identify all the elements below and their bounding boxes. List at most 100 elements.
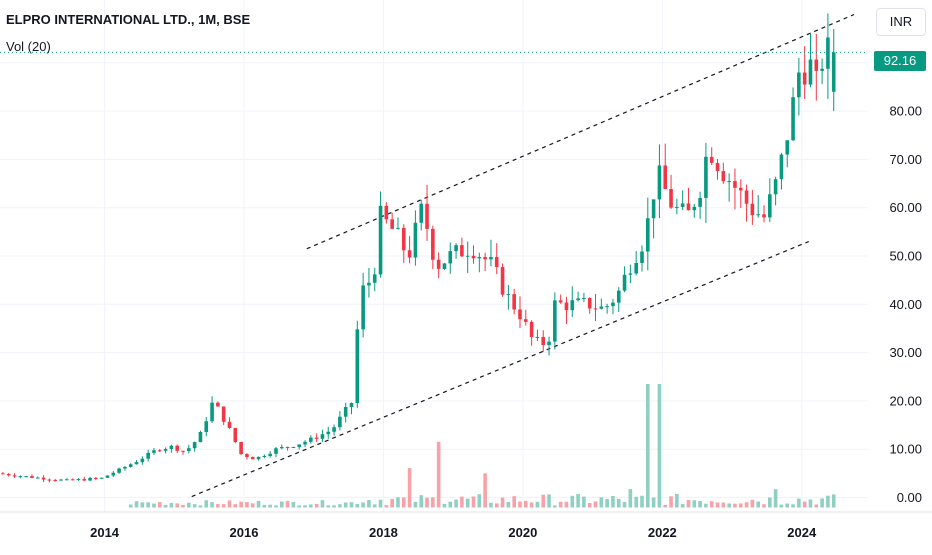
- candle: [239, 441, 243, 456]
- volume-bar: [192, 504, 197, 508]
- candle-body: [175, 445, 180, 451]
- candle: [303, 440, 307, 447]
- volume-bar: [727, 503, 731, 508]
- candle: [256, 456, 261, 461]
- candle: [570, 286, 575, 317]
- candle-body: [814, 59, 819, 71]
- volume-indicator-label[interactable]: Vol (20): [6, 39, 51, 54]
- volume-bar: [715, 502, 720, 508]
- candle-body: [460, 245, 464, 257]
- volume-bar: [349, 502, 354, 508]
- x-tick-label: 2018: [369, 525, 398, 540]
- y-tick-label: 0.00: [897, 490, 922, 505]
- candle: [111, 471, 116, 478]
- volume-bar: [204, 500, 209, 508]
- candle-body: [634, 262, 638, 274]
- candle: [216, 401, 220, 407]
- candle: [245, 453, 249, 460]
- candle: [70, 478, 75, 481]
- candle: [407, 236, 412, 264]
- candle-body: [70, 479, 75, 481]
- candle-body: [163, 448, 168, 451]
- candle-body: [47, 479, 52, 481]
- price-axis[interactable]: 0.00 10.00 20.00 30.00 40.00 50.00 60.00 70.00 8…: [889, 55, 922, 505]
- volume-bar: [605, 498, 609, 508]
- volume-bar: [582, 496, 586, 508]
- candle-body: [512, 294, 516, 310]
- currency-selector[interactable]: INR: [876, 8, 926, 36]
- candle-body: [320, 434, 325, 439]
- candle-body: [192, 442, 197, 449]
- candle: [6, 472, 11, 477]
- candle-body: [82, 479, 87, 481]
- y-tick-label: 40.00: [889, 297, 922, 312]
- volume-bar: [651, 497, 656, 508]
- candle: [59, 478, 63, 481]
- candle: [105, 475, 110, 478]
- volume-bar: [523, 500, 528, 508]
- candle-body: [826, 37, 830, 69]
- x-tick-label: 2024: [787, 525, 817, 540]
- candle: [361, 272, 365, 338]
- candle: [582, 292, 586, 303]
- candle: [535, 329, 540, 341]
- candle: [279, 444, 284, 450]
- candle: [500, 263, 505, 297]
- candle: [634, 251, 638, 276]
- candle: [762, 205, 766, 223]
- volume-bar: [820, 498, 824, 508]
- candle-body: [686, 203, 691, 211]
- x-tick-label: 2022: [648, 525, 677, 540]
- candle: [82, 476, 87, 482]
- candle: [30, 474, 34, 479]
- candle-body: [425, 203, 429, 229]
- candle: [494, 243, 499, 275]
- candle-body: [396, 227, 400, 229]
- volume-bar: [529, 502, 534, 508]
- candle: [268, 451, 272, 458]
- x-tick-label: 2020: [508, 525, 537, 540]
- candle: [94, 476, 98, 481]
- volume-bar: [210, 502, 214, 508]
- candle-body: [564, 302, 569, 311]
- candle: [198, 430, 203, 443]
- volume-bar: [134, 501, 139, 508]
- candle: [123, 465, 127, 471]
- candle-body: [274, 448, 278, 454]
- candle: [680, 190, 685, 211]
- candle: [372, 267, 377, 292]
- time-axis[interactable]: 2014 2016 2018 2020 2022 2024: [90, 525, 817, 540]
- candle: [831, 28, 836, 112]
- candle: [727, 173, 731, 202]
- volume-bar: [547, 494, 551, 508]
- candle: [512, 288, 516, 315]
- candle: [605, 303, 609, 314]
- candle: [343, 402, 348, 423]
- candle-body: [454, 245, 458, 252]
- x-tick-label: 2014: [90, 525, 120, 540]
- volume-bar: [744, 502, 749, 508]
- candle-body: [808, 59, 813, 85]
- chart-title: ELPRO INTERNATIONAL LTD., 1M, BSE: [6, 12, 251, 27]
- candle: [18, 475, 23, 479]
- volume-bar: [256, 500, 261, 508]
- volume-bar: [233, 504, 238, 508]
- candle-body: [593, 308, 598, 310]
- candle: [709, 147, 714, 166]
- volume-bar: [169, 503, 174, 508]
- candle-body: [471, 255, 476, 259]
- y-tick-label: 10.00: [889, 442, 922, 457]
- candle: [332, 424, 336, 436]
- candle-body: [30, 476, 34, 478]
- candle-body: [268, 453, 272, 456]
- candle: [465, 241, 470, 273]
- volume-bar: [628, 489, 633, 508]
- candle: [529, 320, 534, 346]
- volume-bar: [657, 384, 662, 508]
- candle-body: [791, 97, 795, 141]
- candle: [733, 168, 737, 210]
- candle: [187, 444, 191, 454]
- volume-bar: [291, 501, 296, 508]
- candle-body: [111, 472, 116, 476]
